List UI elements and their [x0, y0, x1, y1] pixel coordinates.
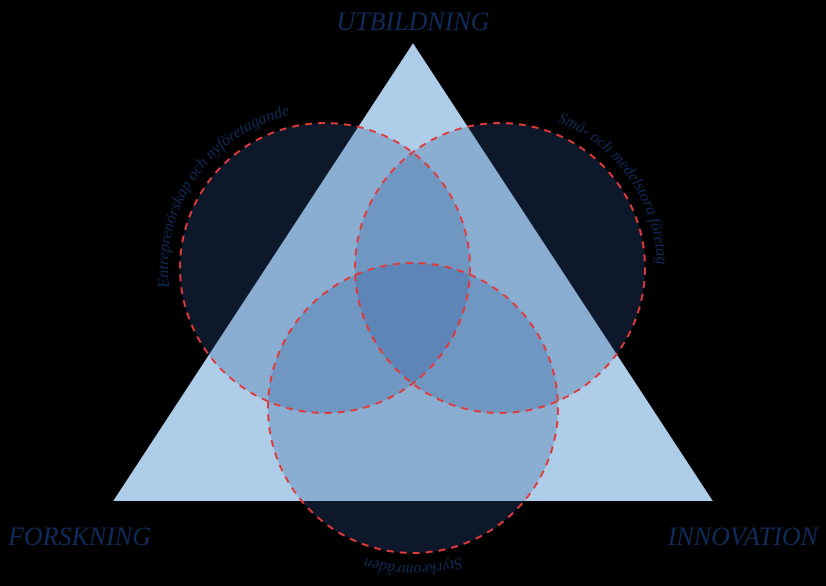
diagram-canvas: Entreprenörskap och nyföretagande Små- o…: [0, 0, 826, 586]
apex-label-right: INNOVATION: [667, 522, 820, 551]
venn-circle-bottom: [268, 263, 558, 553]
apex-label-top: UTBILDNING: [336, 7, 489, 36]
circle-label-bottom: Styrkeområden: [362, 554, 465, 578]
apex-label-left: FORSKNING: [7, 522, 151, 551]
